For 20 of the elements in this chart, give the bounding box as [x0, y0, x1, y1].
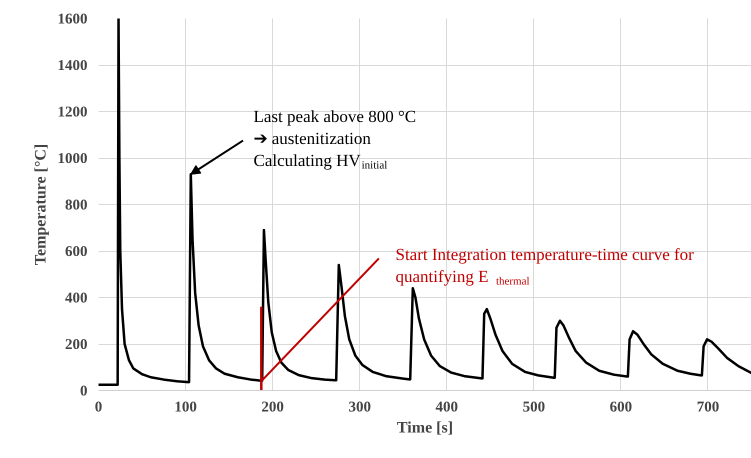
x-tick-label: 400 — [436, 400, 458, 416]
x-tick-label: 0 — [94, 400, 102, 416]
y-axis-title: Temperature [°C] — [32, 144, 50, 266]
line-series — [98, 18, 751, 386]
y-tick-label: 0 — [80, 384, 88, 400]
y-tick-label: 200 — [65, 337, 88, 353]
y-tick-label: 1600 — [58, 12, 88, 28]
y-tick-label: 800 — [65, 198, 88, 214]
x-tick-label: 100 — [174, 400, 197, 416]
y-tick-label: 1200 — [58, 104, 88, 120]
x-tick-label: 200 — [261, 400, 284, 416]
y-tick-label: 1400 — [58, 58, 88, 74]
x-tick-label: 300 — [348, 400, 371, 416]
x-tick-label: 500 — [522, 400, 546, 416]
x-tick-label: 700 — [696, 400, 720, 416]
x-axis-title: Time [s] — [396, 420, 454, 436]
x-tick-label: 600 — [610, 400, 632, 416]
y-tick-label: 600 — [65, 244, 88, 260]
y-tick-label: 1000 — [58, 151, 88, 167]
y-tick-label: 400 — [65, 290, 88, 306]
